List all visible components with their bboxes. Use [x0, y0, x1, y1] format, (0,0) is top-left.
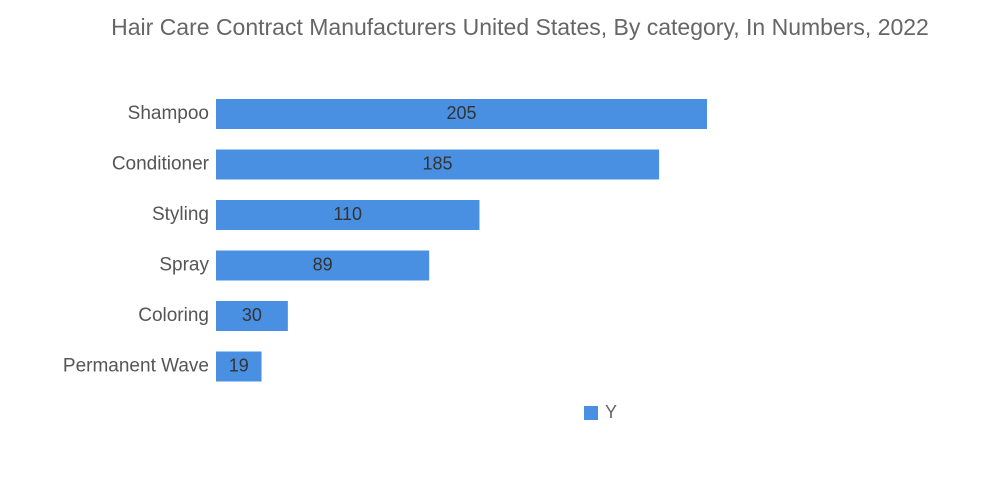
category-label-permanent-wave: Permanent Wave — [63, 356, 209, 377]
value-label-permanent-wave: 19 — [229, 355, 249, 375]
category-label-conditioner: Conditioner — [112, 154, 210, 175]
value-label-shampoo: 205 — [446, 103, 476, 123]
bars-group: Shampoo 205 Conditioner 185 Styling 110 Spray 8… — [63, 99, 707, 382]
bar-conditioner — [216, 149, 660, 180]
value-label-spray: 89 — [313, 254, 333, 274]
legend-label: Y — [605, 402, 617, 422]
value-label-coloring: 30 — [242, 305, 262, 325]
legend: Y — [584, 402, 617, 422]
bar-coloring — [216, 301, 288, 331]
category-label-coloring: Coloring — [138, 305, 209, 326]
bar-spray — [216, 250, 430, 281]
value-label-styling: 110 — [333, 204, 362, 224]
chart-title: Hair Care Contract Manufacturers United … — [111, 14, 929, 40]
bar-shampoo — [216, 99, 707, 129]
value-label-conditioner: 185 — [423, 153, 453, 173]
legend-swatch — [584, 406, 598, 420]
category-label-shampoo: Shampoo — [128, 103, 209, 124]
bar-styling — [216, 200, 480, 230]
category-label-spray: Spray — [159, 255, 209, 276]
bar-permanent-wave — [216, 351, 262, 382]
category-label-styling: Styling — [152, 204, 209, 225]
